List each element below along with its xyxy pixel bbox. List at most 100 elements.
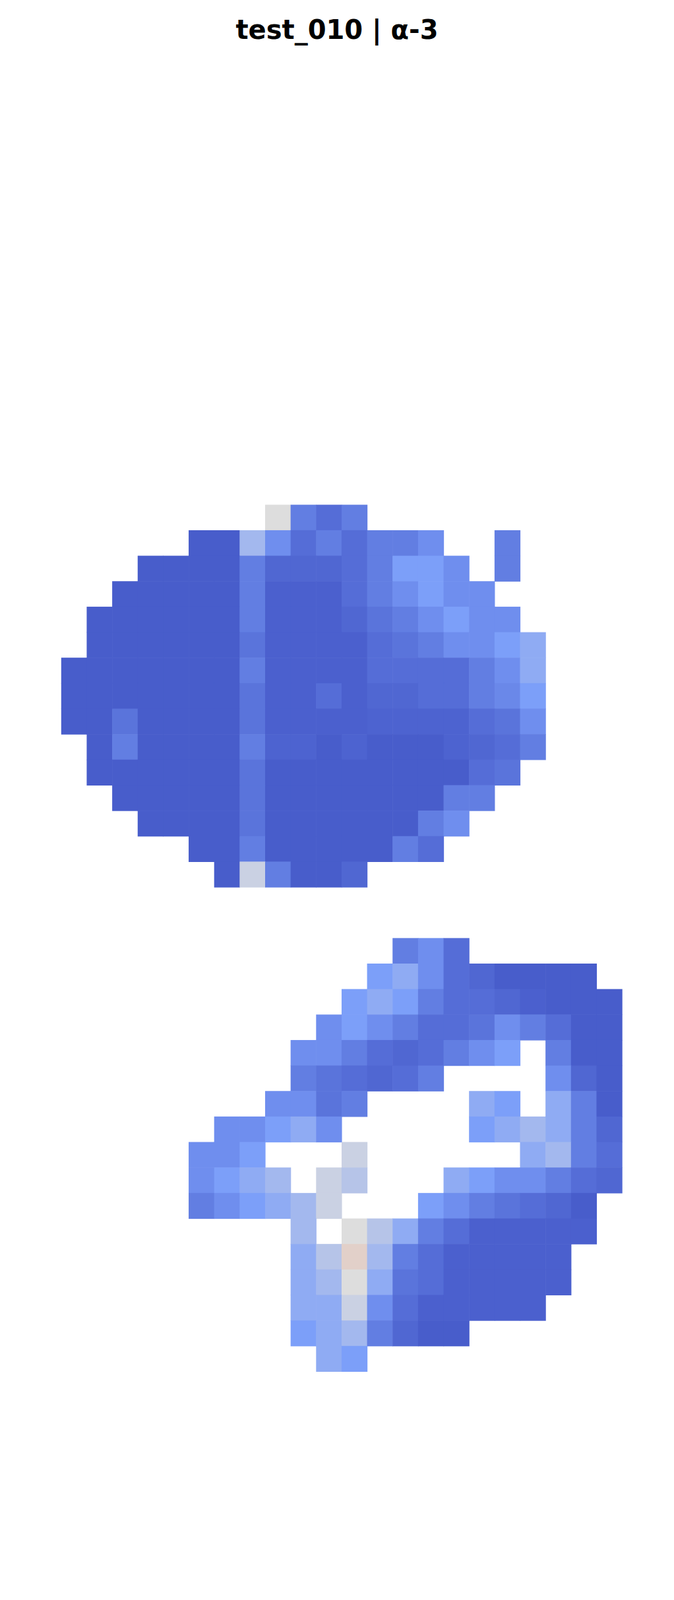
- cell: [265, 632, 291, 659]
- cell: [367, 1065, 394, 1092]
- cell: [290, 1040, 317, 1066]
- cell: [214, 784, 241, 811]
- cell: [214, 683, 241, 709]
- cell: [265, 504, 291, 531]
- cell: [494, 1294, 521, 1321]
- cell: [367, 1294, 394, 1321]
- cell: [468, 989, 495, 1015]
- cell: [315, 1116, 342, 1143]
- cell: [418, 657, 444, 684]
- cell: [290, 581, 317, 607]
- cell: [239, 1193, 266, 1219]
- cell: [290, 1269, 317, 1296]
- cell: [290, 734, 317, 760]
- cell: [86, 734, 113, 760]
- cell: [367, 683, 394, 709]
- cell: [367, 1218, 394, 1245]
- cell: [239, 810, 266, 837]
- cell: [571, 1040, 597, 1066]
- cell: [418, 963, 444, 990]
- cell: [545, 1142, 572, 1168]
- cell: [239, 836, 266, 862]
- cell: [315, 1193, 342, 1219]
- cell: [265, 657, 291, 684]
- cell: [341, 989, 368, 1015]
- cell: [418, 734, 444, 760]
- cell: [188, 784, 215, 811]
- cell: [239, 1167, 266, 1194]
- cell: [341, 708, 368, 735]
- cell: [418, 1040, 444, 1066]
- cell: [290, 861, 317, 888]
- cell: [468, 963, 495, 990]
- cell: [545, 1218, 572, 1245]
- cell: [214, 1116, 241, 1143]
- cell: [468, 606, 495, 633]
- cell: [392, 784, 419, 811]
- cell: [392, 683, 419, 709]
- cell: [290, 759, 317, 786]
- cell: [341, 1320, 368, 1347]
- cell: [341, 1167, 368, 1194]
- cell: [61, 708, 88, 735]
- cell: [188, 581, 215, 607]
- cell: [162, 581, 189, 607]
- cell: [571, 1167, 597, 1194]
- cell: [596, 1090, 622, 1117]
- cell: [315, 810, 342, 837]
- cell: [392, 530, 419, 556]
- cell: [443, 657, 470, 684]
- cell: [392, 606, 419, 633]
- cell: [290, 606, 317, 633]
- cell: [315, 1014, 342, 1041]
- cell: [315, 734, 342, 760]
- cell: [341, 759, 368, 786]
- cell: [443, 1269, 470, 1296]
- cell: [418, 632, 444, 659]
- cell: [315, 861, 342, 888]
- cell: [341, 1269, 368, 1296]
- cell: [112, 683, 138, 709]
- cell: [137, 632, 164, 659]
- cell: [494, 1116, 521, 1143]
- cell: [418, 530, 444, 556]
- cell: [315, 759, 342, 786]
- cell: [443, 1320, 470, 1347]
- cell: [392, 1065, 419, 1092]
- cell: [239, 861, 266, 888]
- cell: [265, 708, 291, 735]
- cell: [443, 1294, 470, 1321]
- cell: [341, 555, 368, 582]
- cell: [520, 632, 547, 659]
- cell: [596, 1167, 622, 1194]
- cell: [239, 759, 266, 786]
- cell: [188, 810, 215, 837]
- cell: [418, 1193, 444, 1219]
- cell: [61, 683, 88, 709]
- cell: [162, 734, 189, 760]
- cell: [290, 1193, 317, 1219]
- cell: [392, 734, 419, 760]
- cell: [545, 1269, 572, 1296]
- cell: [341, 581, 368, 607]
- cell: [367, 581, 394, 607]
- cell: [137, 683, 164, 709]
- cell: [418, 1014, 444, 1041]
- cell: [315, 581, 342, 607]
- cell: [545, 1065, 572, 1092]
- cell: [86, 606, 113, 633]
- cell: [545, 1090, 572, 1117]
- cell: [188, 1167, 215, 1194]
- cell: [162, 759, 189, 786]
- cell: [137, 581, 164, 607]
- cell: [571, 1193, 597, 1219]
- cell: [315, 1294, 342, 1321]
- cell: [239, 606, 266, 633]
- cell: [341, 606, 368, 633]
- cell: [520, 1193, 547, 1219]
- cell: [290, 1218, 317, 1245]
- cell: [265, 861, 291, 888]
- cell: [265, 581, 291, 607]
- cell: [86, 708, 113, 735]
- heatmap: [0, 0, 674, 1600]
